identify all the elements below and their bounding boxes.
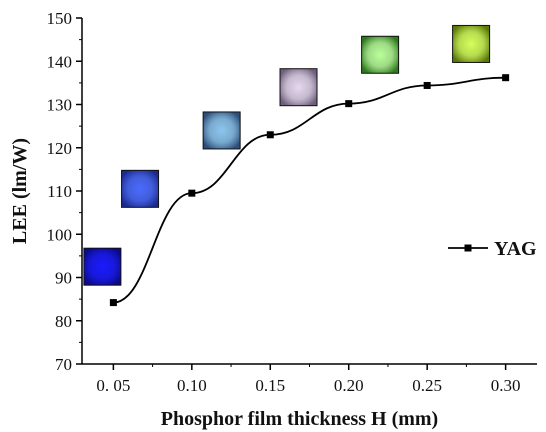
y-tick-label: 70	[55, 355, 72, 374]
x-tick-label: 0.15	[255, 376, 285, 395]
x-tick-label: 0.10	[177, 376, 207, 395]
glow-0.30	[453, 25, 490, 62]
glow-images	[83, 24, 491, 286]
glow-0.05	[84, 248, 121, 285]
y-tick-label: 90	[55, 269, 72, 288]
y-tick-label: 110	[47, 182, 72, 201]
legend: YAG	[448, 238, 537, 260]
glow-0.25	[362, 36, 399, 73]
series-layer	[109, 74, 510, 307]
y-tick-label: 130	[47, 96, 73, 115]
legend-marker	[464, 244, 472, 252]
glow-0.20	[280, 69, 317, 106]
y-axis-title: LEE (lm/W)	[9, 138, 31, 244]
glow-0.10	[122, 170, 159, 207]
x-tick-label: 0. 05	[96, 376, 130, 395]
data-point	[109, 299, 117, 307]
data-point	[188, 189, 196, 197]
x-axis-title: Phosphor film thickness H (mm)	[161, 408, 438, 430]
glow-0.15	[203, 112, 240, 149]
series-line-YAG	[113, 76, 506, 304]
data-point	[266, 131, 274, 139]
y-tick-label: 100	[47, 225, 73, 244]
y-tick-label: 120	[47, 139, 73, 158]
data-point	[502, 74, 510, 82]
x-tick-label: 0.30	[491, 376, 521, 395]
data-point	[345, 100, 353, 108]
x-tick-label: 0.20	[334, 376, 364, 395]
y-tick-label: 150	[47, 9, 73, 28]
y-tick-label: 140	[47, 52, 73, 71]
x-tick-label: 0.25	[412, 376, 442, 395]
data-point	[423, 81, 431, 89]
legend-label: YAG	[494, 238, 537, 260]
axes: 70 80 90 100 110 120 130 140 150 0. 05 0.10 0.15 0.2…	[47, 9, 537, 395]
y-tick-label: 80	[55, 312, 72, 331]
